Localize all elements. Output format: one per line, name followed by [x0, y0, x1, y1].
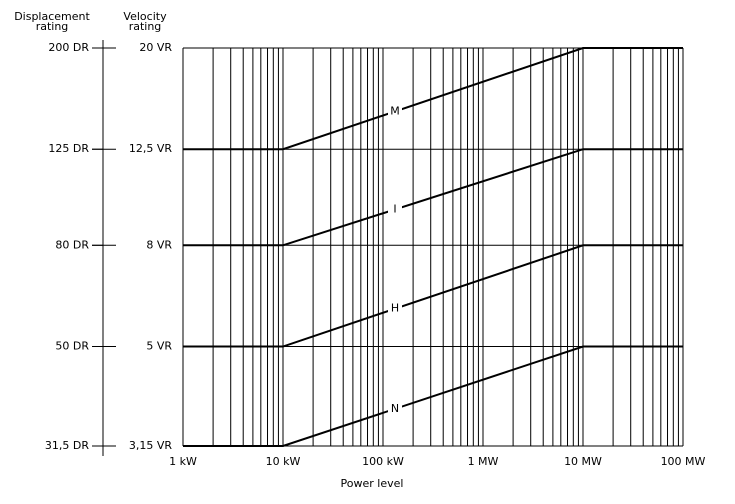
- label-bg: [116, 143, 174, 156]
- series-label: H: [391, 302, 399, 315]
- label-bg: [388, 300, 402, 317]
- x-tick-label: 1 MW: [468, 455, 499, 468]
- label-bg: [116, 239, 174, 252]
- label-bg: [116, 340, 174, 353]
- label-bg: [388, 201, 402, 218]
- y-tick-label: 8 VR: [146, 238, 172, 251]
- y-tick-label: 5 VR: [146, 340, 172, 353]
- series-line: [183, 148, 683, 247]
- series-line: [183, 345, 683, 447]
- y2-tick-label: 125 DR: [48, 142, 89, 155]
- series-line: [183, 47, 683, 151]
- label-bg: [116, 440, 174, 452]
- label-bg: [388, 103, 402, 120]
- y-axis-title: Velocity rating: [123, 10, 167, 33]
- series-line: [183, 244, 683, 348]
- y-tick-label: 12,5 VR: [129, 142, 173, 155]
- x-tick-label: 100 kW: [362, 455, 404, 468]
- y2-tick-label: 50 DR: [55, 340, 89, 353]
- x-tick-label: 10 kW: [266, 455, 301, 468]
- y2-axis-title: Displacement rating: [14, 10, 90, 33]
- y-tick-label: 20 VR: [139, 41, 172, 54]
- label-bg: [388, 400, 402, 417]
- x-axis-title: Power level: [341, 477, 404, 490]
- y-tick-label: 3,15 VR: [129, 439, 173, 452]
- x-tick-label: 100 MW: [661, 455, 706, 468]
- x-tick-label: 1 kW: [169, 455, 197, 468]
- x-tick-label: 10 MW: [564, 455, 602, 468]
- label-bg: [116, 42, 174, 54]
- series-label: N: [391, 402, 399, 415]
- series-label: I: [393, 202, 396, 215]
- y2-tick-label: 80 DR: [55, 238, 89, 251]
- y2-tick-label: 31,5 DR: [45, 439, 89, 452]
- y2-tick-label: 200 DR: [48, 41, 89, 54]
- series-label: M: [390, 104, 400, 117]
